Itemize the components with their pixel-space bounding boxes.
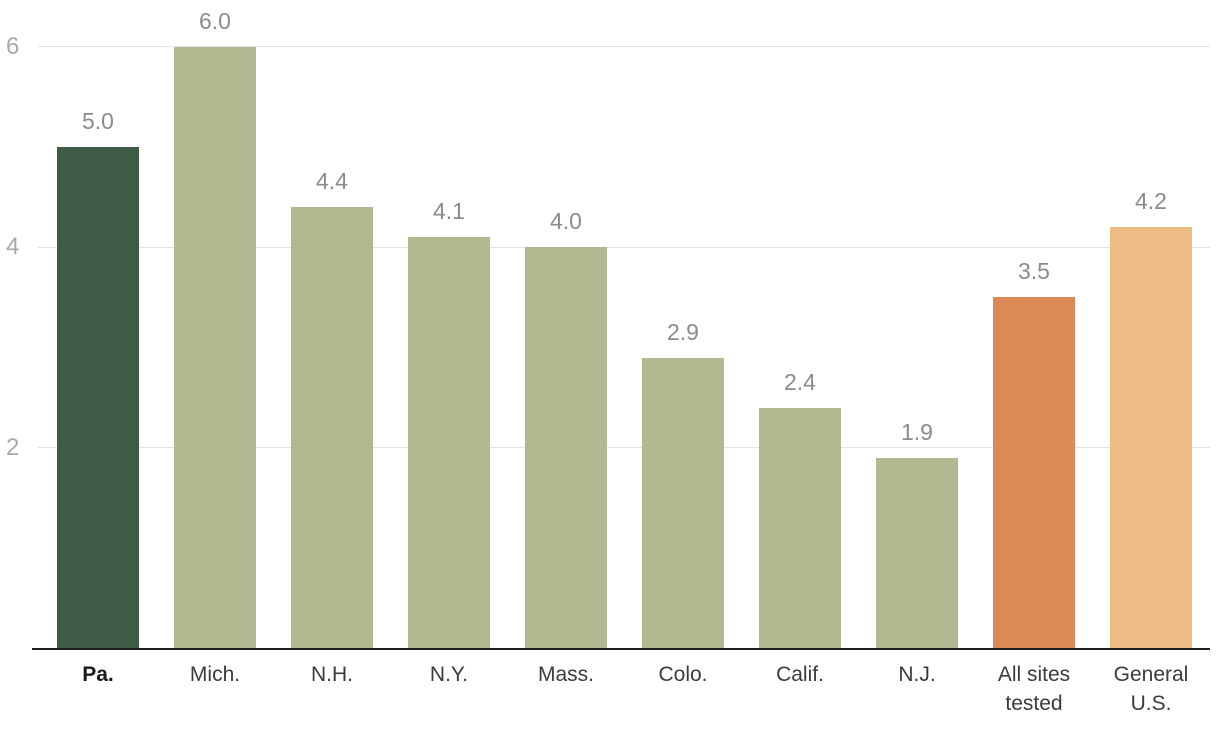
bar-mass <box>525 247 607 648</box>
bar-calif <box>759 407 841 648</box>
value-label-colo: 2.9 <box>667 318 699 345</box>
value-label-all-sites-tested: 3.5 <box>1018 258 1050 285</box>
bar-pa <box>57 147 139 648</box>
x-axis-category-label-mass: Mass. <box>537 663 594 686</box>
y-axis-tick-label-2: 2 <box>6 433 20 461</box>
x-axis-category-label-ny: N.Y. <box>429 663 469 686</box>
value-label-general-us: 4.2 <box>1135 188 1167 215</box>
value-label-pa: 5.0 <box>82 108 114 135</box>
y-axis-tick-label-4: 4 <box>6 233 20 261</box>
y-axis-tick-label-6: 6 <box>6 32 20 60</box>
bar-mich <box>174 46 256 648</box>
x-axis-category-label-general-us: General U.S. <box>1113 663 1189 715</box>
value-label-nh: 4.4 <box>316 168 348 195</box>
bar-ny <box>408 237 490 648</box>
bar-all-sites-tested <box>993 297 1075 648</box>
x-axis-line <box>32 648 1210 650</box>
x-axis-category-label-nh: N.H. <box>311 663 353 686</box>
gridline-2 <box>38 447 1210 449</box>
value-label-ny: 4.1 <box>433 198 465 225</box>
bar-general-us <box>1110 227 1192 648</box>
bar-nj <box>876 457 958 648</box>
x-axis-category-label-mich: Mich. <box>189 663 241 686</box>
x-axis-category-label-all-sites-tested: All sites tested <box>997 663 1071 715</box>
value-label-nj: 1.9 <box>901 418 933 445</box>
bar-colo <box>642 357 724 648</box>
x-axis-category-label-calif: Calif. <box>776 663 824 686</box>
bar-nh <box>291 207 373 648</box>
value-label-mass: 4.0 <box>550 208 582 235</box>
x-axis-category-label-colo: Colo. <box>658 663 708 686</box>
gridline-4 <box>38 246 1210 248</box>
value-label-calif: 2.4 <box>784 368 816 395</box>
gridline-6 <box>38 46 1210 48</box>
value-label-mich: 6.0 <box>199 7 231 34</box>
x-axis-category-label-nj: N.J. <box>898 663 936 686</box>
x-axis-category-label-pa: Pa. <box>82 663 114 686</box>
